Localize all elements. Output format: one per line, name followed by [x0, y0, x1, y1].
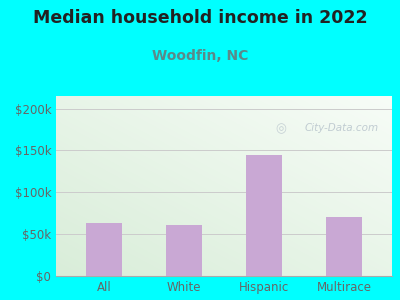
Text: Median household income in 2022: Median household income in 2022: [33, 9, 367, 27]
Bar: [166, 225, 202, 276]
Bar: [246, 154, 282, 276]
Bar: [326, 218, 362, 276]
Bar: [86, 223, 122, 276]
Text: ◎: ◎: [276, 122, 286, 135]
Text: Woodfin, NC: Woodfin, NC: [152, 50, 248, 64]
Text: City-Data.com: City-Data.com: [305, 123, 379, 134]
